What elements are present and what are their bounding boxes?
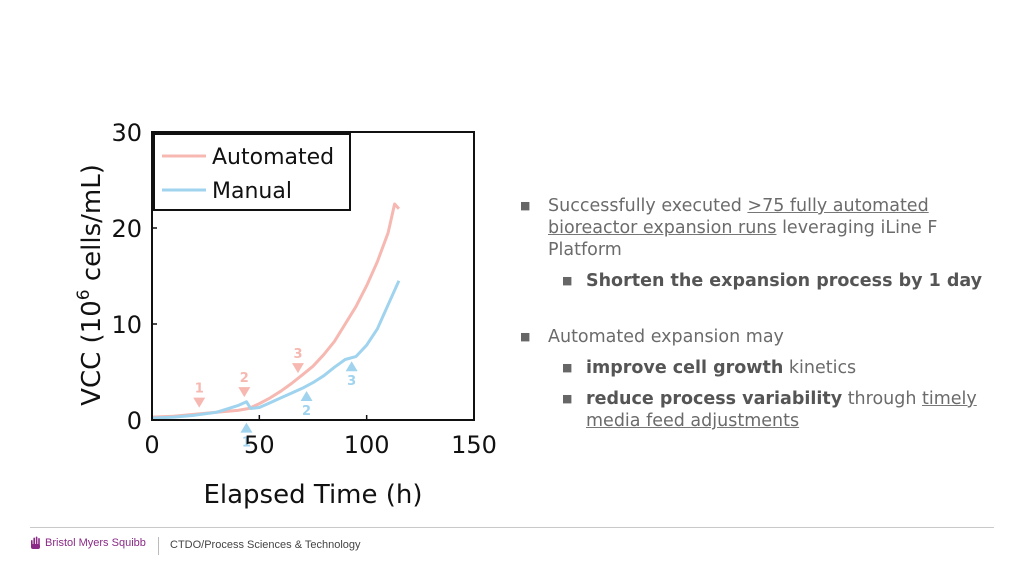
bullet-automated: ■ Automated expansion may (512, 326, 1002, 348)
series-line-automated (151, 202, 401, 419)
sub-bullet-marker: ■ (562, 361, 573, 374)
sub-bullet-bold: Shorten the expansion process by 1 day (586, 271, 983, 291)
annotation-label: 1 (242, 436, 251, 451)
sub-bullet-variability: ■ reduce process variability through tim… (512, 388, 1002, 432)
y-tick-label: 0 (127, 407, 142, 435)
bullet-text: leveraging iLine F Platform (548, 218, 938, 260)
annotation-marker (193, 397, 206, 408)
sub-bullet-marker: ■ (562, 392, 573, 405)
x-axis-label: Elapsed Time (h) (203, 480, 422, 510)
x-tick-label: 100 (344, 431, 390, 459)
annotation-marker (291, 363, 304, 374)
bullet-marker: ■ (520, 330, 531, 343)
annotation-marker (345, 361, 358, 372)
y-tick-label: 10 (111, 311, 142, 339)
department-label: CTDO/Process Sciences & Technology (170, 539, 361, 551)
sub-bullet-text: kinetics (783, 358, 857, 378)
sub-bullet-growth: ■ improve cell growth kinetics (512, 357, 1002, 379)
footer-divider (30, 527, 994, 528)
bullet-list: ■ Successfully executed >75 fully automa… (512, 195, 1002, 432)
bullet-text: Successfully executed (548, 196, 748, 216)
bullet-text: Automated expansion may (548, 327, 784, 347)
y-tick-label: 30 (111, 119, 142, 147)
legend-label-automated: Automated (212, 145, 334, 170)
sub-bullet-marker: ■ (562, 274, 573, 287)
series-line-manual (151, 280, 401, 420)
annotation-label: 2 (240, 371, 249, 386)
sub-bullet-shorten: ■ Shorten the expansion process by 1 day (512, 270, 1002, 292)
sub-bullet-bold: improve cell growth (586, 358, 784, 378)
x-tick-label: 150 (451, 431, 497, 459)
annotation-marker (238, 387, 251, 398)
annotation-label: 3 (293, 347, 302, 362)
annotation-label: 1 (195, 382, 204, 397)
x-tick-label: 0 (144, 431, 159, 459)
annotation-marker (240, 422, 253, 433)
bullet-marker: ■ (520, 199, 531, 212)
legend-label-manual: Manual (212, 179, 292, 204)
annotation-label: 2 (302, 404, 311, 419)
sub-bullet-text: through (842, 389, 923, 409)
plot-frame (151, 131, 475, 421)
y-tick-label: 20 (111, 215, 142, 243)
brand-name: Bristol Myers Squibb (45, 537, 146, 549)
legend-box (153, 133, 351, 211)
brand-logo: Bristol Myers Squibb (30, 536, 146, 550)
brand-hand-icon (31, 536, 40, 549)
sub-bullet-bold: reduce process variability (586, 389, 843, 409)
footer-separator (158, 537, 159, 555)
sub-bullet-link[interactable]: timely media feed adjustments (586, 389, 977, 431)
x-tick-label: 50 (244, 431, 275, 459)
annotation-marker (300, 390, 313, 401)
y-axis-label: VCC (106 cells/mL) (74, 164, 107, 406)
bullet-link[interactable]: >75 fully automated bioreactor expansion… (548, 196, 929, 238)
bullet-executed: ■ Successfully executed >75 fully automa… (512, 195, 1002, 261)
annotation-label: 3 (347, 374, 356, 389)
